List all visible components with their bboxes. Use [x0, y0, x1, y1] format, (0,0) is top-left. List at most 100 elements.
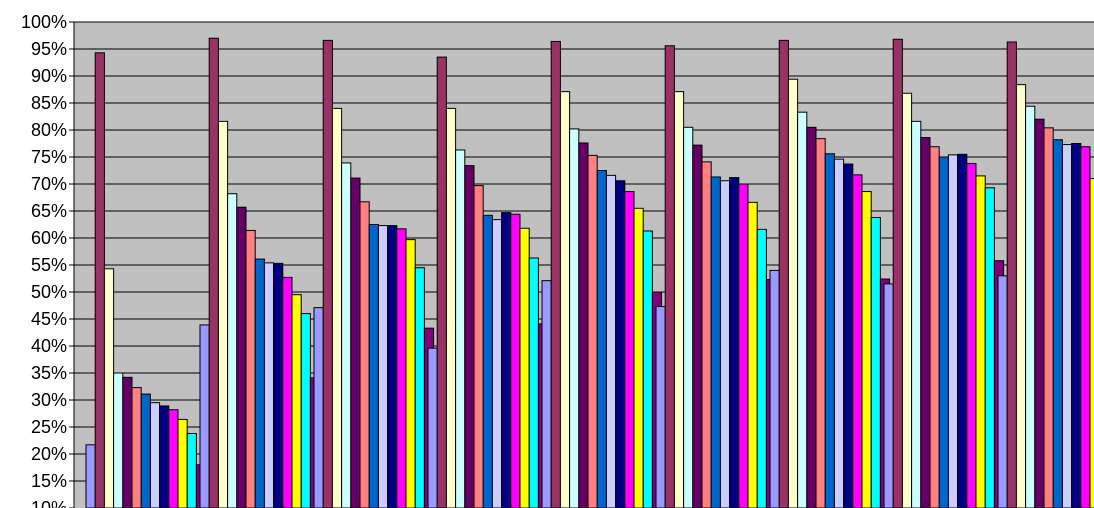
bar — [596, 170, 607, 508]
bar — [273, 262, 284, 508]
bar — [920, 137, 931, 508]
bar — [719, 180, 731, 508]
bar — [227, 193, 238, 508]
y-tick-label: 45% — [31, 309, 67, 329]
y-tick-label: 85% — [31, 93, 67, 113]
y-tick-label: 90% — [31, 66, 67, 86]
y-tick-label: 60% — [31, 228, 67, 248]
bar — [911, 120, 922, 508]
bar — [377, 225, 389, 508]
y-tick-label: 75% — [31, 147, 67, 167]
bar — [263, 262, 275, 508]
bar — [245, 229, 256, 508]
bar — [122, 376, 133, 508]
y-tick-label: 50% — [31, 282, 67, 302]
bar — [140, 393, 151, 508]
y-tick-label: 80% — [31, 120, 67, 140]
bar — [149, 402, 161, 508]
bar — [405, 239, 416, 508]
bars — [85, 37, 1094, 508]
bar — [414, 267, 425, 508]
bar — [368, 224, 379, 508]
bar — [901, 92, 913, 508]
bar — [85, 444, 96, 508]
bar — [445, 107, 457, 508]
bar — [350, 177, 361, 508]
y-tick-label: 70% — [31, 174, 67, 194]
bar — [291, 294, 302, 508]
y-tick-label: 15% — [31, 471, 67, 491]
bar — [501, 212, 512, 508]
bar — [815, 138, 826, 508]
bar — [729, 177, 740, 508]
y-tick-label: 20% — [31, 444, 67, 464]
y-tick-label: 25% — [31, 417, 67, 437]
bar — [824, 153, 835, 508]
bar — [528, 257, 539, 508]
bar — [615, 180, 626, 508]
bar — [587, 154, 598, 508]
bar — [738, 183, 749, 508]
y-tick-label: 95% — [31, 39, 67, 59]
bar — [313, 307, 324, 508]
bar — [427, 347, 438, 508]
bar — [806, 126, 817, 508]
bar — [159, 405, 170, 508]
bar — [1006, 41, 1017, 508]
bar — [300, 313, 311, 508]
y-tick-label: 100% — [21, 12, 67, 32]
bar — [966, 162, 977, 508]
bar — [359, 201, 370, 508]
bar — [1071, 143, 1082, 508]
bar — [870, 216, 881, 508]
bar — [938, 156, 949, 508]
bar — [664, 45, 675, 508]
bar — [624, 191, 635, 508]
bar — [997, 275, 1008, 508]
bar — [254, 258, 265, 508]
bar — [1015, 84, 1027, 508]
bar — [769, 269, 780, 508]
bar — [692, 144, 703, 508]
bar — [833, 158, 845, 508]
bar — [1034, 118, 1045, 508]
bar — [510, 213, 521, 508]
bar — [975, 175, 986, 508]
y-tick-label: 30% — [31, 390, 67, 410]
bar — [852, 174, 863, 508]
bar — [131, 387, 142, 508]
y-tick-label: 65% — [31, 201, 67, 221]
bar — [1025, 105, 1036, 508]
bar — [236, 206, 247, 508]
bar — [177, 418, 188, 508]
bar — [491, 219, 503, 508]
bar — [1089, 178, 1094, 508]
bar — [396, 228, 407, 508]
bar — [322, 39, 333, 508]
bar — [519, 227, 530, 508]
bar — [282, 276, 293, 508]
bar — [387, 225, 398, 508]
bar — [984, 187, 995, 508]
bar — [578, 142, 589, 508]
bar — [541, 280, 552, 508]
bar — [642, 230, 653, 508]
bar — [436, 56, 447, 508]
y-tick-label: 35% — [31, 363, 67, 383]
bar — [186, 432, 197, 508]
bar — [341, 162, 352, 508]
bar — [683, 126, 694, 508]
bar — [673, 91, 685, 508]
bar — [331, 107, 343, 508]
bar — [883, 283, 894, 508]
y-axis-tick-labels: 10% 15% 20% 25% 30% 35% 40% 45% 50% 55% 60% 65% 70% 7… — [21, 12, 67, 508]
bar — [797, 111, 808, 508]
y-tick-label: 10% — [31, 498, 67, 508]
bar — [455, 149, 466, 508]
bar — [633, 207, 644, 508]
bar — [208, 37, 219, 508]
bar — [569, 128, 580, 508]
bar — [464, 165, 475, 508]
bar — [168, 409, 179, 508]
